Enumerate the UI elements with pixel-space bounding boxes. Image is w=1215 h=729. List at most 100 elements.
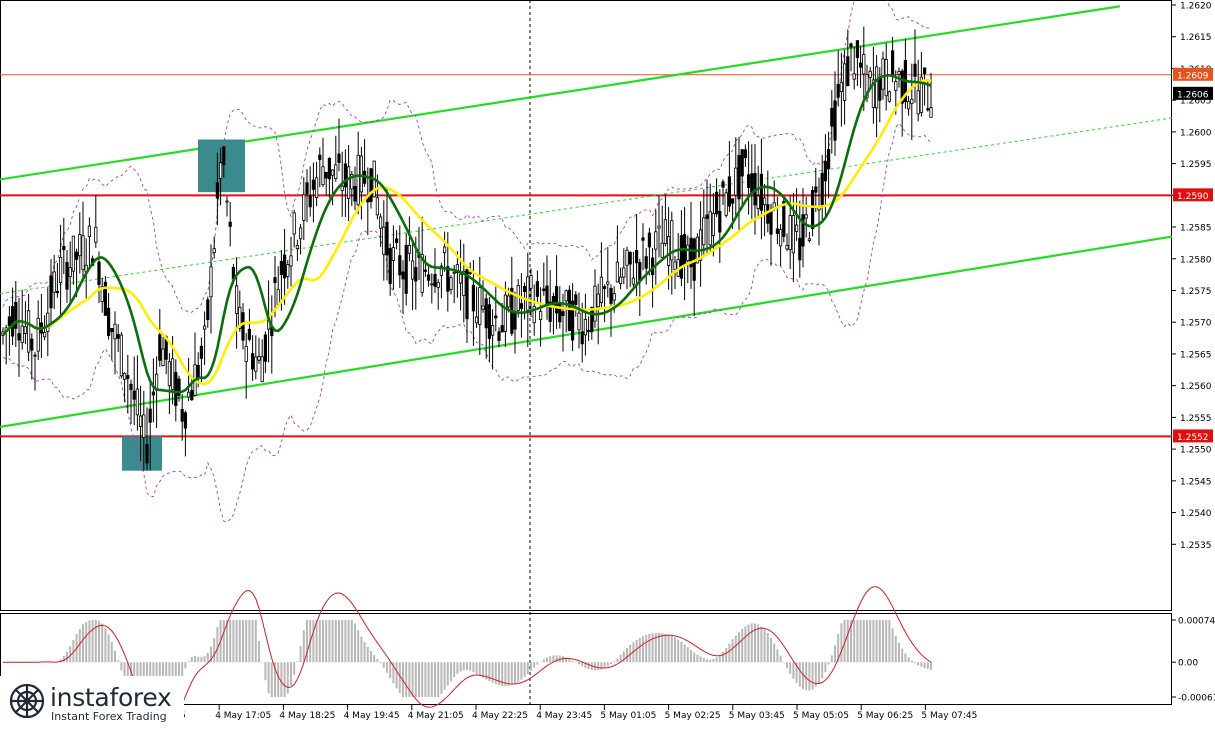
candle-body (356, 154, 360, 206)
macd-histogram-bar (427, 662, 430, 697)
candle-body (276, 289, 280, 305)
candle-body (286, 264, 290, 277)
candle-body (14, 301, 18, 329)
candle-body (763, 197, 767, 206)
price-tick-label: 1.2605 (1180, 97, 1212, 107)
candle-body (769, 209, 773, 235)
candle-body (353, 185, 357, 202)
price-badge (1173, 67, 1213, 81)
macd-histogram-bar (926, 662, 929, 670)
macd-histogram-bar (254, 620, 257, 663)
macd-histogram-bar (338, 620, 340, 663)
macd-histogram-bar (104, 628, 107, 663)
candle-body (343, 163, 348, 188)
candle-body (523, 285, 527, 293)
macd-histogram-bar (834, 645, 836, 663)
candle-body (430, 283, 434, 286)
macd-histogram-bar (85, 622, 88, 663)
macd-histogram-bar (418, 662, 420, 697)
candle-body (919, 76, 924, 113)
price-tick-label: 1.2540 (1180, 509, 1212, 519)
macd-histogram-bar (658, 632, 660, 663)
macd-histogram-bar (766, 633, 769, 663)
macd-histogram-bar (498, 662, 500, 686)
candle-body (295, 244, 300, 249)
macd-histogram-bar (408, 662, 411, 697)
macd-histogram-bar (667, 634, 670, 663)
macd-histogram-bar (696, 654, 699, 663)
price-badge-label: 1.2590 (1177, 192, 1209, 202)
macd-histogram-bar (680, 641, 683, 663)
candle-body (862, 54, 866, 75)
candle-body (513, 313, 517, 330)
macd-histogram-bar (536, 662, 539, 665)
candle-body (49, 275, 53, 309)
macd-histogram-bar (923, 662, 926, 669)
candle-body (423, 269, 428, 272)
candle-body (75, 251, 79, 260)
macd-histogram-bar (539, 661, 542, 663)
macd-histogram-bar (459, 662, 462, 672)
candle-body (471, 284, 476, 312)
macd-histogram-bar (248, 620, 251, 663)
time-tick-label: 5 May 03:45 (729, 711, 785, 721)
candle-body (647, 232, 652, 248)
candle-body (740, 149, 744, 177)
candle-body (308, 195, 312, 208)
macd-histogram-bar (443, 662, 446, 690)
macd-histogram-bar (757, 624, 760, 663)
candle-body (814, 186, 818, 193)
candle-body (260, 356, 264, 382)
macd-histogram-bar (190, 657, 193, 663)
candle-body (455, 264, 460, 274)
time-tick-label: 4 May 18:25 (279, 711, 335, 721)
time-tick-label: 5 May 05:05 (793, 711, 849, 721)
macd-histogram-bar (920, 662, 923, 667)
macd-histogram-bar (629, 645, 632, 663)
macd-histogram-bar (619, 654, 622, 663)
candle-body (225, 200, 229, 203)
macd-histogram-bar (437, 662, 440, 697)
candle-body (282, 254, 287, 279)
macd-histogram-bar (50, 662, 52, 663)
macd-histogram-bar (344, 620, 347, 663)
macd-histogram-bar (856, 620, 859, 663)
candle-body (94, 226, 98, 243)
macd-histogram-bar (894, 635, 897, 663)
candle-body (206, 299, 210, 321)
price-tick-label: 1.2550 (1180, 446, 1212, 456)
candle-body (254, 356, 258, 372)
macd-histogram-bar (402, 662, 404, 697)
candle-body (161, 348, 165, 366)
candle-body (55, 290, 60, 294)
candle-body (667, 236, 671, 266)
candle-body (603, 286, 607, 289)
candle-body (644, 256, 648, 269)
macd-histogram-bar (440, 662, 443, 694)
candle-body (865, 74, 869, 99)
candle-body (660, 242, 664, 258)
macd-histogram-bar (530, 662, 532, 671)
macd-histogram-bar (616, 658, 619, 663)
macd-histogram-bar (328, 620, 331, 663)
macd-histogram-bar (734, 635, 737, 663)
candle-body (17, 333, 21, 341)
candle-body (474, 316, 479, 324)
candle-body (388, 248, 392, 284)
macd-histogram-bar (843, 620, 846, 663)
candle-body (468, 272, 472, 274)
macd-histogram-bar (648, 633, 651, 663)
brand-name: instaforex (50, 683, 172, 712)
candle-body (426, 274, 431, 281)
candle-body (369, 168, 373, 202)
macd-histogram-bar (776, 649, 779, 663)
macd-histogram-bar (120, 662, 123, 671)
candle-body (327, 157, 332, 180)
macd-histogram-bar (101, 623, 104, 663)
macd-histogram-bar (514, 662, 516, 684)
candle-body (23, 326, 28, 334)
time-tick-label: 4 May 22:25 (472, 711, 528, 721)
candle-body (186, 391, 191, 398)
brand-tagline: Instant Forex Trading (51, 710, 167, 723)
